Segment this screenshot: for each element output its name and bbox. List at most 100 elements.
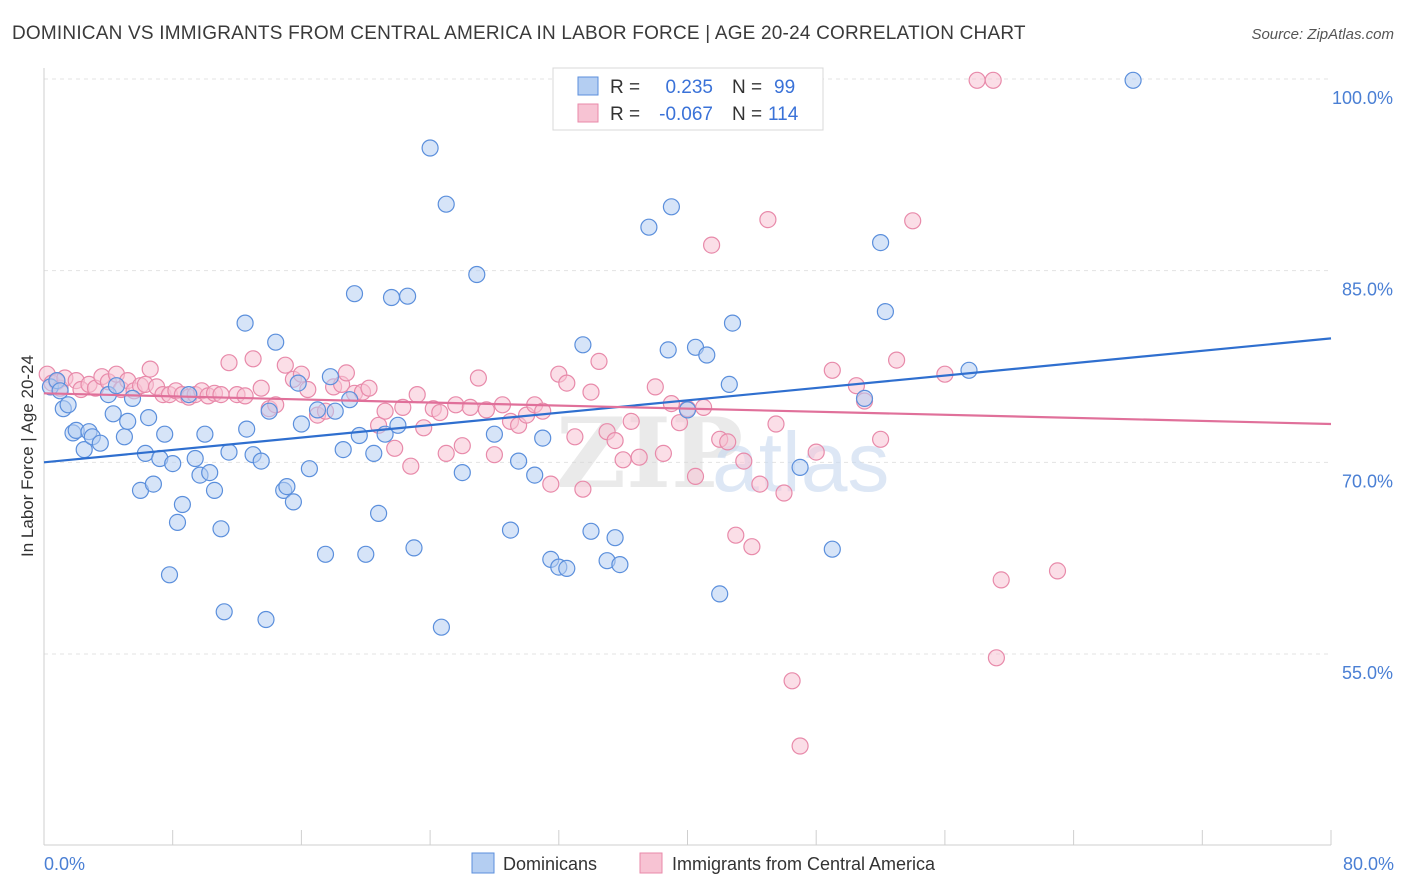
dominican-point [115,428,134,446]
dominican-point [205,481,224,499]
central-america-point [743,538,761,556]
central-america-point [558,374,576,392]
dominican-point [267,333,285,351]
dominican-point [640,218,658,236]
central-america-point [606,432,624,450]
y-tick-label: 70.0% [1342,471,1393,491]
legend-swatch-central-america [577,103,599,123]
central-america-point [415,419,433,437]
dominican-point [534,429,552,447]
central-america-point [447,396,465,414]
x-tick-label-max: 80.0% [1343,854,1394,874]
dominican-point [659,341,677,359]
dominican-point [326,402,344,420]
legend-r-label-1: R = [610,77,640,98]
dominican-point [292,415,310,433]
dominican-point [509,452,528,470]
central-america-point [767,415,785,433]
central-america-point [630,448,648,466]
dominican-point [156,425,174,443]
dominican-point [365,444,383,462]
central-america-point [702,236,721,254]
dominican-point [180,386,198,404]
dominican-point [678,401,697,419]
legend-r-value-1: 0.235 [665,77,713,98]
central-america-point [360,379,378,397]
dominican-point [168,513,187,532]
dominican-point [421,139,439,157]
central-america-point [386,439,404,457]
bottom-legend-label-central-america: Immigrants from Central America [672,854,936,874]
dominican-point [501,521,520,539]
legend-n-label-1: N = [732,77,762,98]
dominican-point [164,455,182,473]
dominican-point [526,466,544,484]
dominican-point [582,522,600,540]
dominican-point [284,493,302,511]
dominican-point [437,195,455,213]
dominican-point [196,425,214,443]
dominican-point [236,314,254,332]
central-america-point [590,352,608,370]
dominican-point [389,416,407,434]
central-america-point [775,484,793,502]
dominican-point [855,389,874,407]
central-america-point [437,444,455,462]
central-america-point [574,480,592,498]
legend-n-label-2: N = [732,104,762,125]
dominican-point [59,396,77,414]
grid-layer: 55.0% 70.0% 85.0% 100.0% [43,78,1393,845]
dominican-point [485,425,503,443]
central-america-point [646,378,664,396]
central-america-point [461,398,479,416]
dominican-point [960,361,978,379]
central-america-point [1048,562,1067,580]
dominican-point [606,529,624,547]
central-america-point [791,737,809,755]
dominican-point [123,389,142,407]
bottom-legend-swatch-dominicans [471,852,495,874]
central-america-point [719,433,737,451]
central-america-point [477,401,495,419]
central-america-point [582,383,600,401]
dominican-point [201,464,219,482]
central-america-point [212,386,230,404]
dominican-point [257,610,275,629]
dominican-point [140,409,158,427]
dominican-point [260,402,278,420]
dominican-point [104,405,122,423]
central-america-point [402,457,420,475]
dominican-point [871,234,890,252]
central-america-point [376,402,394,420]
dominican-point [720,375,738,393]
points-layer [38,71,1142,755]
dominican-point [711,585,729,603]
y-tick-label: 55.0% [1342,663,1393,683]
dominican-point [399,287,417,305]
dominican-point [345,285,364,303]
central-america-point [670,414,689,432]
central-america-point [807,443,825,461]
central-america-point [141,360,159,378]
central-america-point [337,364,355,382]
central-america-point [887,351,906,369]
dominican-trend-line [43,337,1332,464]
dominican-point [723,314,742,332]
dominican-point [300,460,318,478]
dominican-point [453,464,471,482]
central-america-point [751,475,769,493]
dominican-point [51,382,69,400]
dominican-point [252,452,270,470]
dominican-point [212,520,230,538]
central-america-point [968,71,986,89]
dominican-point [698,346,716,364]
central-america-point [431,403,449,422]
legend: R = 0.235 N = 99 R = -0.067 N = 114 [552,67,824,131]
dominican-point [574,336,592,354]
dominican-point [160,566,179,584]
dominican-point [91,434,109,452]
dominican-point [334,441,352,459]
dominican-point [119,412,137,430]
dominican-point [662,198,681,216]
